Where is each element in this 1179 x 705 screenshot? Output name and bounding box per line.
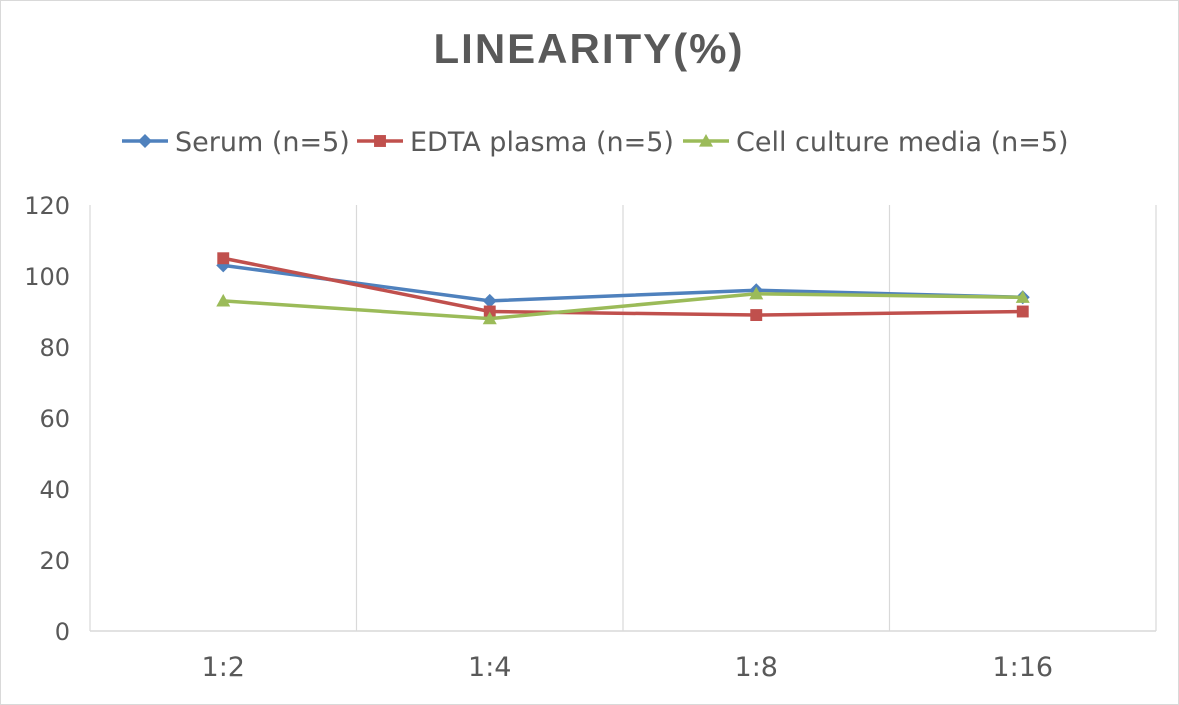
legend-item: EDTA plasma (n=5) <box>357 127 674 158</box>
legend-item: Serum (n=5) <box>122 127 350 158</box>
x-tick-label: 1:16 <box>992 652 1053 683</box>
legend-label: Cell culture media (n=5) <box>736 127 1069 158</box>
x-tick-label: 1:8 <box>735 652 778 683</box>
series-2 <box>216 286 1030 325</box>
data-point-triangle <box>699 134 713 147</box>
data-point-triangle <box>216 293 231 307</box>
legend-label: EDTA plasma (n=5) <box>410 127 674 158</box>
grid-lines <box>89 205 1157 631</box>
data-point-diamond <box>138 134 152 148</box>
axes: 0 20 40 60 80 100 120 1:2 1:4 1:8 1:16 <box>24 192 1156 683</box>
x-tick-label: 1:2 <box>202 652 245 683</box>
data-point-square <box>483 305 496 318</box>
y-tick-label: 100 <box>24 263 70 291</box>
y-tick-label: 0 <box>55 618 70 646</box>
data-point-square <box>750 309 763 321</box>
data-point-square <box>374 135 386 147</box>
y-tick-label: 80 <box>39 334 70 362</box>
y-tick-label: 40 <box>39 476 70 504</box>
y-tick-label: 20 <box>39 547 70 575</box>
legend-item: Cell culture media (n=5) <box>683 127 1069 158</box>
data-point-triangle <box>749 286 764 300</box>
data-point-triangle <box>1015 290 1030 303</box>
y-tick-label: 60 <box>39 405 70 433</box>
legend-label: Serum (n=5) <box>175 127 350 158</box>
chart-title: LINEARITY(%) <box>434 25 745 72</box>
series-1 <box>217 252 1029 321</box>
data-point-square <box>1016 305 1029 318</box>
series-line <box>222 256 1023 317</box>
data-point-diamond <box>482 293 497 308</box>
series-line <box>223 292 1023 321</box>
data-point-triangle <box>482 311 497 325</box>
data-point-square <box>217 252 230 265</box>
y-tick-label: 120 <box>24 192 70 220</box>
x-tick-label: 1:4 <box>468 652 511 683</box>
legend: Serum (n=5) EDTA plasma (n=5) Cell culture… <box>122 127 1069 158</box>
series-group <box>216 252 1030 325</box>
